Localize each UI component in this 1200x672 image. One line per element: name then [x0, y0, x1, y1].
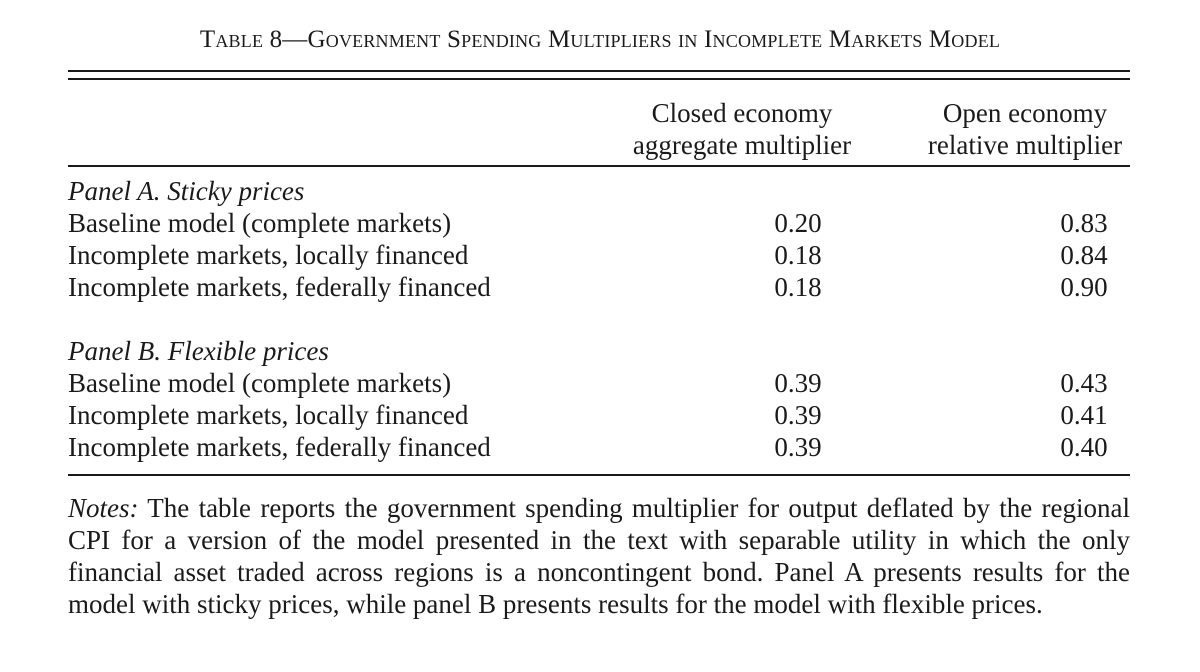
closed-multiplier-cell: 0.18 [774, 272, 822, 302]
column-header-line: Open economy [942, 98, 1108, 128]
row-label: Incomplete markets, locally financed [68, 400, 469, 430]
open-multiplier-cell: 0.43 [1060, 368, 1108, 398]
row-label: Baseline model (complete markets) [68, 368, 452, 398]
column-header-line: relative multiplier [927, 130, 1123, 160]
notes-text: The table reports the government spendin… [68, 493, 1130, 619]
closed-multiplier-cell: 0.39 [774, 400, 822, 430]
panel-a-heading-row: Panel A. Sticky prices [68, 175, 1130, 207]
column-header-open-economy: Open economy relative multiplier [905, 97, 1145, 161]
row-label: Incomplete markets, federally financed [68, 432, 491, 462]
row-label: Incomplete markets, locally financed [68, 240, 469, 270]
panel-a-title: Panel A. Sticky prices [68, 176, 305, 206]
top-rule [68, 70, 1130, 72]
open-multiplier-cell: 0.83 [1060, 208, 1108, 238]
table-row: Baseline model (complete markets) 0.20 0… [68, 207, 1130, 239]
panel-b-title: Panel B. Flexible prices [68, 336, 329, 366]
column-header-closed-economy: Closed economy aggregate multiplier [612, 97, 872, 161]
open-multiplier-cell: 0.84 [1060, 240, 1108, 270]
row-label: Incomplete markets, federally financed [68, 272, 491, 302]
top-rule-inner [68, 78, 1130, 80]
open-multiplier-cell: 0.41 [1060, 400, 1108, 430]
table-row: Incomplete markets, federally financed 0… [68, 431, 1130, 463]
header-rule [68, 165, 1130, 167]
column-header-line: Closed economy [651, 98, 833, 128]
open-multiplier-cell: 0.90 [1060, 272, 1108, 302]
bottom-rule [68, 474, 1130, 476]
panel-b-heading-row: Panel B. Flexible prices [68, 335, 1130, 367]
column-header-line: aggregate multiplier [632, 130, 852, 160]
table-row: Incomplete markets, federally financed 0… [68, 271, 1130, 303]
table-row: Incomplete markets, locally financed 0.3… [68, 399, 1130, 431]
table-row: Incomplete markets, locally financed 0.1… [68, 239, 1130, 271]
closed-multiplier-cell: 0.18 [774, 240, 822, 270]
table-title: Table 8—Government Spending Multipliers … [199, 26, 1001, 53]
row-label: Baseline model (complete markets) [68, 208, 452, 238]
closed-multiplier-cell: 0.39 [774, 432, 822, 462]
table-row: Baseline model (complete markets) 0.39 0… [68, 367, 1130, 399]
open-multiplier-cell: 0.40 [1060, 432, 1108, 462]
table-notes: Notes: The table reports the government … [68, 492, 1130, 620]
notes-lead: Notes: [68, 493, 139, 523]
closed-multiplier-cell: 0.20 [774, 208, 822, 238]
closed-multiplier-cell: 0.39 [774, 368, 822, 398]
